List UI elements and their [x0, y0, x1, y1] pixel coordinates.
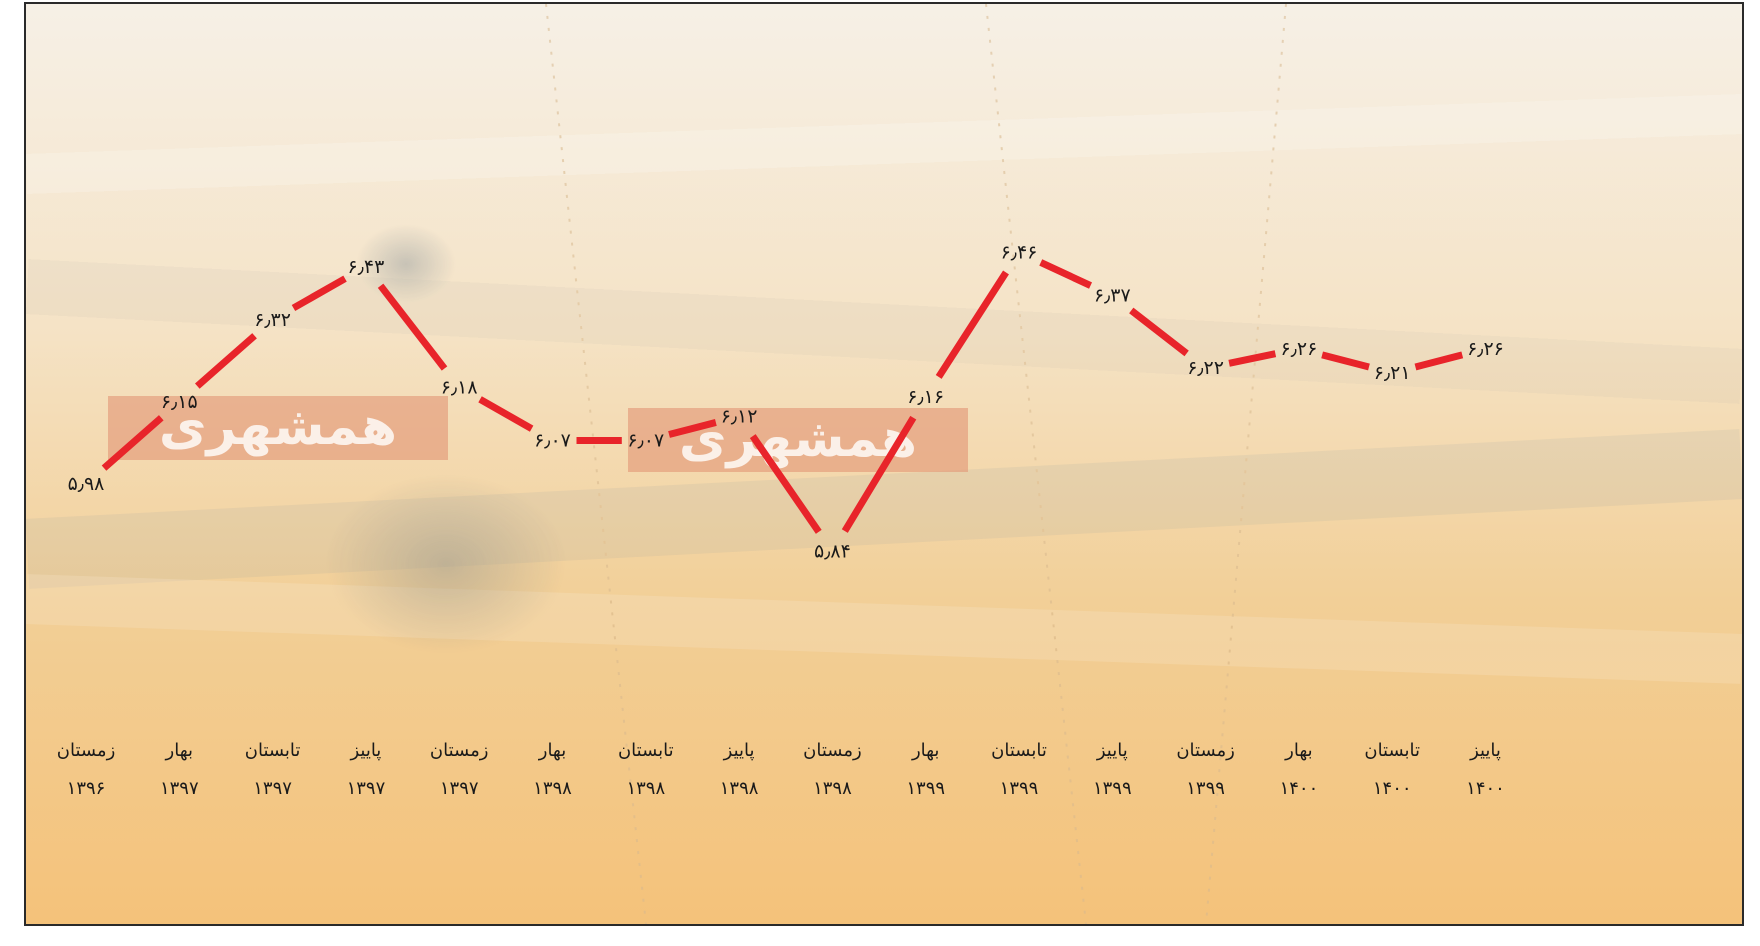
seasonal-line-chart: همشهری همشهری ۵٫۹۸ ۶٫۱۵ ۶٫۳۲ ۶٫۴۳ ۶٫۱۸ ۶٫۰۷ ۶٫…: [26, 4, 1742, 924]
year-label: ۱۴۰۰: [1373, 778, 1412, 799]
value-labels: ۵٫۹۸ ۶٫۱۵ ۶٫۳۲ ۶٫۴۳ ۶٫۱۸ ۶٫۰۷ ۶٫۰۷ ۶٫۱۲ ۵٫۸۴ ۶٫۱۶…: [68, 241, 1504, 562]
chart-frame: همشهری همشهری ۵٫۹۸ ۶٫۱۵ ۶٫۳۲ ۶٫۴۳ ۶٫۱۸ ۶٫۰۷ ۶٫…: [24, 2, 1744, 926]
season-label: تابستان: [618, 740, 674, 761]
drop-lines: [84, 278, 1487, 724]
series-segment: [195, 333, 257, 389]
year-label: ۱۳۹۹: [1186, 778, 1225, 799]
value-label: ۶٫۰۷: [627, 430, 664, 452]
season-label: زمستان: [430, 740, 489, 761]
year-label: ۱۳۹۷: [347, 778, 386, 799]
year-label: ۱۳۹۸: [626, 778, 665, 799]
series-segment: [749, 434, 822, 534]
value-label: ۶٫۱۵: [161, 391, 198, 413]
series-segment: [841, 415, 917, 533]
season-label: بهار: [165, 740, 193, 761]
series-line: [101, 259, 1464, 534]
season-label: پاییز: [1469, 740, 1501, 761]
series-segment: [1414, 351, 1464, 371]
season-label: پاییز: [349, 740, 381, 761]
season-label: بهار: [538, 740, 566, 761]
value-label: ۵٫۹۸: [68, 473, 105, 495]
season-label: زمستان: [57, 740, 116, 761]
value-label: ۶٫۴۳: [348, 256, 385, 278]
value-label: ۶٫۱۸: [441, 376, 478, 398]
value-label: ۶٫۳۲: [254, 309, 291, 331]
year-label: ۱۳۹۸: [533, 778, 572, 799]
value-label: ۶٫۲۶: [1281, 338, 1318, 360]
season-label: بهار: [1284, 740, 1312, 761]
series-segment: [935, 270, 1009, 379]
season-label: تابستان: [991, 740, 1047, 761]
year-label: ۱۳۹۷: [440, 778, 479, 799]
series-segment: [291, 275, 347, 312]
year-label: ۱۳۹۹: [1000, 778, 1039, 799]
year-label: ۱۳۹۸: [720, 778, 759, 799]
season-label: تابستان: [245, 740, 301, 761]
series-segment: [668, 419, 717, 438]
year-label: ۱۳۹۸: [813, 778, 852, 799]
watermark: همشهری همشهری: [108, 396, 968, 472]
value-label: ۶٫۱۶: [907, 386, 944, 408]
category-labels: زمستان ۱۳۹۶ بهار ۱۳۹۷ تابستان ۱۳۹۷ پاییز ۱۳۹۷ زم…: [57, 740, 1505, 799]
value-label: ۶٫۳۷: [1094, 285, 1131, 307]
value-label: ۵٫۸۴: [814, 541, 851, 563]
series-segment: [101, 415, 164, 471]
year-label: ۱۳۹۹: [906, 778, 945, 799]
series-segment: [1129, 307, 1189, 357]
year-label: ۱۳۹۷: [160, 778, 199, 799]
year-label: ۱۳۹۶: [67, 778, 106, 799]
series-segment: [1228, 350, 1277, 367]
series-segment: [478, 396, 534, 432]
season-label: زمستان: [803, 740, 862, 761]
value-label: ۶٫۰۷: [534, 430, 571, 452]
value-label: ۶٫۲۱: [1374, 362, 1411, 384]
series-segment: [377, 283, 448, 371]
year-label: ۱۴۰۰: [1280, 778, 1319, 799]
year-label: ۱۴۰۰: [1466, 778, 1505, 799]
value-label: ۶٫۲۲: [1187, 357, 1224, 379]
year-label: ۱۳۹۹: [1093, 778, 1132, 799]
season-label: بهار: [911, 740, 939, 761]
watermark-text-left: همشهری: [159, 397, 397, 457]
watermark-band-left: [108, 396, 448, 460]
watermark-text-right: همشهری: [679, 409, 917, 469]
year-label: ۱۳۹۷: [253, 778, 292, 799]
value-label: ۶٫۴۶: [1001, 241, 1038, 263]
season-label: زمستان: [1176, 740, 1235, 761]
season-label: پاییز: [723, 740, 755, 761]
background-texture: [26, 4, 1742, 924]
series-segment: [1039, 259, 1093, 289]
value-label: ۶٫۲۶: [1467, 338, 1504, 360]
season-label: تابستان: [1364, 740, 1420, 761]
season-label: پاییز: [1096, 740, 1128, 761]
series-segment: [1321, 351, 1370, 371]
value-label: ۶٫۱۲: [721, 405, 758, 427]
